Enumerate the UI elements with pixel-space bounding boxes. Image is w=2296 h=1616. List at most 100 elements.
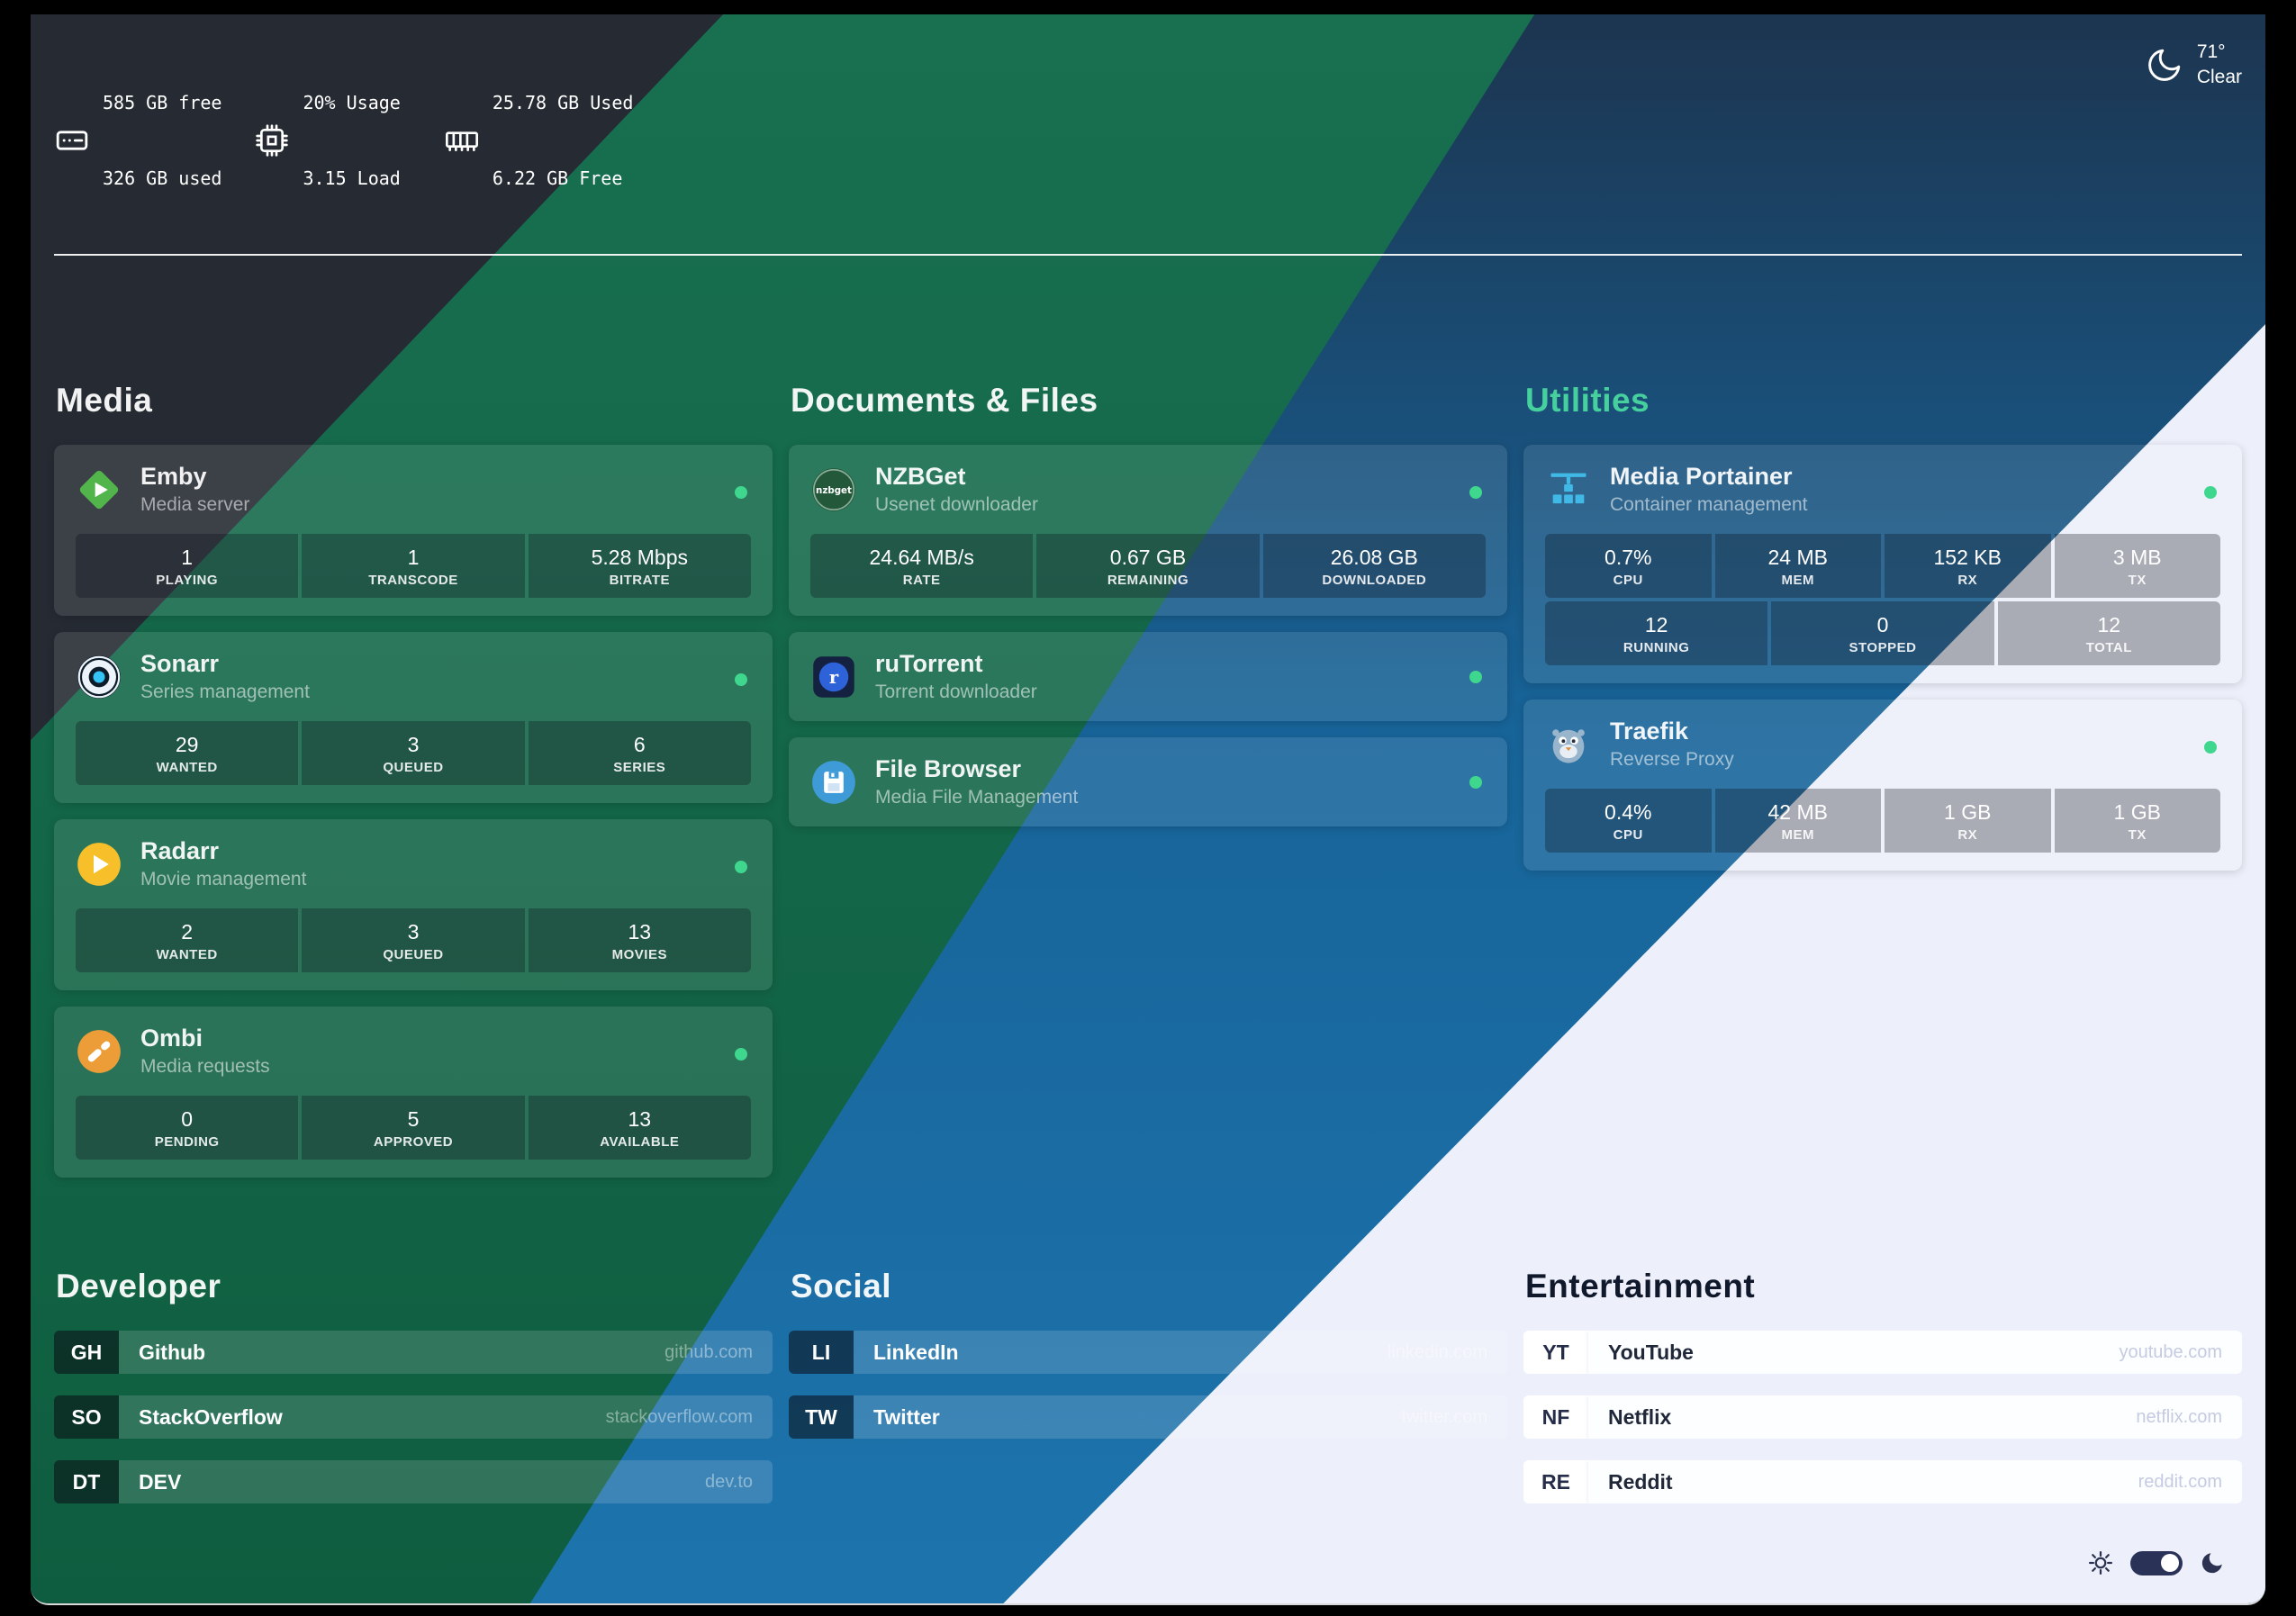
status-dot bbox=[1469, 775, 1482, 789]
app-card-ombi[interactable]: Ombi Media requests 0 PENDING 5 APPROVED 1… bbox=[54, 1007, 773, 1178]
app-subtitle: Media File Management bbox=[875, 787, 1079, 808]
stat-available: 13 AVAILABLE bbox=[528, 1096, 751, 1160]
disk-usage-group: 585 GB free 326 GB used bbox=[54, 40, 221, 241]
app-subtitle: Reverse Proxy bbox=[1610, 749, 1734, 770]
stat-remaining: 0.67 GB REMAINING bbox=[1036, 534, 1260, 598]
disk-free: 585 GB free bbox=[103, 92, 222, 113]
link-url: github.com bbox=[664, 1341, 753, 1362]
wallpaper-diagonal-stripes bbox=[31, 14, 2265, 1603]
portainer-icon bbox=[1545, 466, 1592, 513]
stat-wanted: 29 WANTED bbox=[76, 721, 299, 785]
stat-total: 12 TOTAL bbox=[1997, 601, 2220, 665]
weather-temperature: 71° bbox=[2196, 41, 2226, 62]
cpu-usage-group: 20% Usage 3.15 Load bbox=[254, 40, 411, 241]
app-card-rutorrent[interactable]: r ruTorrent Torrent downloader bbox=[789, 632, 1507, 721]
ram-icon bbox=[445, 131, 478, 151]
app-name: Radarr bbox=[140, 837, 220, 864]
link-name: Netflix bbox=[1608, 1404, 1672, 1429]
status-dot bbox=[735, 861, 747, 873]
section-media: Media Emby Media server bbox=[54, 382, 773, 1178]
link-url: netflix.com bbox=[2136, 1406, 2222, 1427]
svg-text:nzbget: nzbget bbox=[816, 484, 852, 495]
cpu-icon bbox=[256, 124, 289, 157]
section-title: Utilities bbox=[1525, 382, 1650, 419]
link-youtube[interactable]: YT YouTube youtube.com bbox=[1523, 1331, 2242, 1374]
emby-icon bbox=[76, 466, 122, 513]
link-name: StackOverflow bbox=[139, 1404, 283, 1429]
link-dev[interactable]: DT DEV dev.to bbox=[54, 1460, 773, 1503]
link-abbr-badge: YT bbox=[1523, 1331, 1588, 1374]
cpu-load: 3.15 Load bbox=[303, 167, 401, 189]
traefik-icon bbox=[1545, 721, 1592, 768]
link-abbr-badge: RE bbox=[1523, 1460, 1588, 1503]
status-dot bbox=[1469, 670, 1482, 683]
link-url: reddit.com bbox=[2138, 1471, 2222, 1492]
theme-toggle[interactable] bbox=[2130, 1550, 2183, 1575]
link-linkedin[interactable]: LI LinkedIn linkedin.com bbox=[789, 1331, 1507, 1374]
status-dot bbox=[735, 673, 747, 686]
stat-wanted: 2 WANTED bbox=[76, 908, 299, 972]
link-reddit[interactable]: RE Reddit reddit.com bbox=[1523, 1460, 2242, 1503]
link-stackoverflow[interactable]: SO StackOverflow stackoverflow.com bbox=[54, 1395, 773, 1439]
app-card-radarr[interactable]: Radarr Movie management 2 WANTED 3 QUEUED … bbox=[54, 819, 773, 990]
app-subtitle: Container management bbox=[1610, 494, 1808, 515]
app-card-emby[interactable]: Emby Media server 1 PLAYING 1 TRANSCODE 5.… bbox=[54, 445, 773, 616]
status-dot bbox=[735, 1048, 747, 1061]
app-card-portainer[interactable]: Media Portainer Container management 0.7… bbox=[1523, 445, 2242, 683]
app-subtitle: Usenet downloader bbox=[875, 494, 1038, 515]
link-url: youtube.com bbox=[2119, 1341, 2222, 1362]
dashboard-canvas: 585 GB free 326 GB used 20% Usage 3.15 L… bbox=[31, 14, 2265, 1605]
section-title: Documents & Files bbox=[791, 382, 1098, 419]
link-abbr-badge: NF bbox=[1523, 1395, 1588, 1439]
radarr-icon bbox=[76, 841, 122, 888]
filebrowser-icon bbox=[810, 759, 857, 806]
weather-condition: Clear bbox=[2196, 67, 2242, 88]
link-name: Reddit bbox=[1608, 1469, 1673, 1494]
section-social: Social LI LinkedIn linkedin.com TW Twitt… bbox=[789, 1268, 1507, 1439]
memory-used: 25.78 GB Used bbox=[492, 92, 634, 113]
app-card-traefik[interactable]: Traefik Reverse Proxy 0.4% CPU 42 MB MEM 1… bbox=[1523, 700, 2242, 871]
app-name: Media Portainer bbox=[1610, 463, 1793, 490]
app-subtitle: Series management bbox=[140, 682, 310, 702]
section-title: Media bbox=[56, 382, 153, 419]
link-name: LinkedIn bbox=[873, 1340, 959, 1364]
link-url: dev.to bbox=[705, 1471, 753, 1492]
stat-cpu: 0.7% CPU bbox=[1545, 534, 1712, 598]
stat-pending: 0 PENDING bbox=[76, 1096, 299, 1160]
status-dot bbox=[2204, 741, 2217, 754]
section-utilities: Utilities bbox=[1523, 382, 2242, 871]
section-developer: Developer GH Github github.com SO StackO… bbox=[54, 1268, 773, 1503]
link-name: DEV bbox=[139, 1469, 182, 1494]
app-name: Traefik bbox=[1610, 718, 1689, 745]
app-name: NZBGet bbox=[875, 463, 966, 490]
link-github[interactable]: GH Github github.com bbox=[54, 1331, 773, 1374]
sections-grid: Media Emby Media server bbox=[54, 382, 2242, 1503]
link-url: twitter.com bbox=[1401, 1406, 1487, 1427]
status-dot bbox=[1469, 486, 1482, 499]
theme-switcher bbox=[2087, 1549, 2226, 1576]
link-abbr-badge: DT bbox=[54, 1460, 119, 1503]
moon-icon[interactable] bbox=[2199, 1549, 2226, 1576]
app-name: Emby bbox=[140, 463, 207, 490]
memory-free: 6.22 GB Free bbox=[492, 167, 623, 189]
stat-rx: 152 KB RX bbox=[1885, 534, 2051, 598]
app-card-sonarr[interactable]: Sonarr Series management 29 WANTED 3 QUEUE… bbox=[54, 632, 773, 803]
topbar-divider bbox=[54, 254, 2242, 256]
link-abbr-badge: TW bbox=[789, 1395, 854, 1439]
status-dot bbox=[735, 486, 747, 499]
stat-tx: 3 MB TX bbox=[2054, 534, 2220, 598]
link-abbr-badge: GH bbox=[54, 1331, 119, 1374]
sun-icon[interactable] bbox=[2087, 1549, 2114, 1576]
stat-mem: 24 MB MEM bbox=[1714, 534, 1881, 598]
stat-cpu: 0.4% CPU bbox=[1545, 789, 1712, 853]
stat-queued: 3 QUEUED bbox=[302, 908, 525, 972]
link-netflix[interactable]: NF Netflix netflix.com bbox=[1523, 1395, 2242, 1439]
app-card-filebrowser[interactable]: File Browser Media File Management bbox=[789, 737, 1507, 826]
app-card-nzbget[interactable]: nzbget NZBGet Usenet downloader 24.64 MB… bbox=[789, 445, 1507, 616]
stat-stopped: 0 STOPPED bbox=[1771, 601, 1994, 665]
stat-rx: 1 GB RX bbox=[1885, 789, 2051, 853]
link-twitter[interactable]: TW Twitter twitter.com bbox=[789, 1395, 1507, 1439]
stat-playing: 1 PLAYING bbox=[76, 534, 299, 598]
disk-used: 326 GB used bbox=[103, 167, 222, 189]
app-name: File Browser bbox=[875, 755, 1022, 782]
